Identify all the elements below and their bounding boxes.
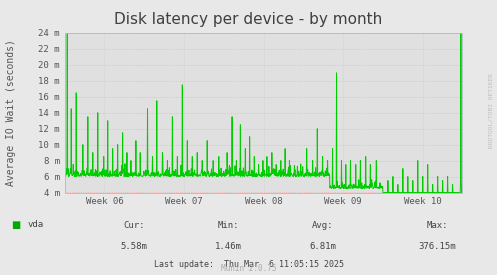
Text: Last update:  Thu Mar  6 11:05:15 2025: Last update: Thu Mar 6 11:05:15 2025 — [154, 260, 343, 269]
Text: Average IO Wait (seconds): Average IO Wait (seconds) — [6, 39, 16, 186]
Text: 376.15m: 376.15m — [418, 242, 456, 251]
Text: 6.81m: 6.81m — [310, 242, 336, 251]
Text: Munin 2.0.75: Munin 2.0.75 — [221, 264, 276, 273]
Text: Avg:: Avg: — [312, 221, 334, 230]
Text: Cur:: Cur: — [123, 221, 145, 230]
Text: Min:: Min: — [218, 221, 240, 230]
Text: Max:: Max: — [426, 221, 448, 230]
Text: Disk latency per device - by month: Disk latency per device - by month — [114, 12, 383, 28]
Text: ■: ■ — [11, 220, 20, 230]
Text: RRDTOOL/TOBI OETIKER: RRDTOOL/TOBI OETIKER — [488, 73, 493, 147]
Text: 1.46m: 1.46m — [215, 242, 242, 251]
Text: vda: vda — [27, 220, 43, 229]
Text: 5.58m: 5.58m — [121, 242, 148, 251]
